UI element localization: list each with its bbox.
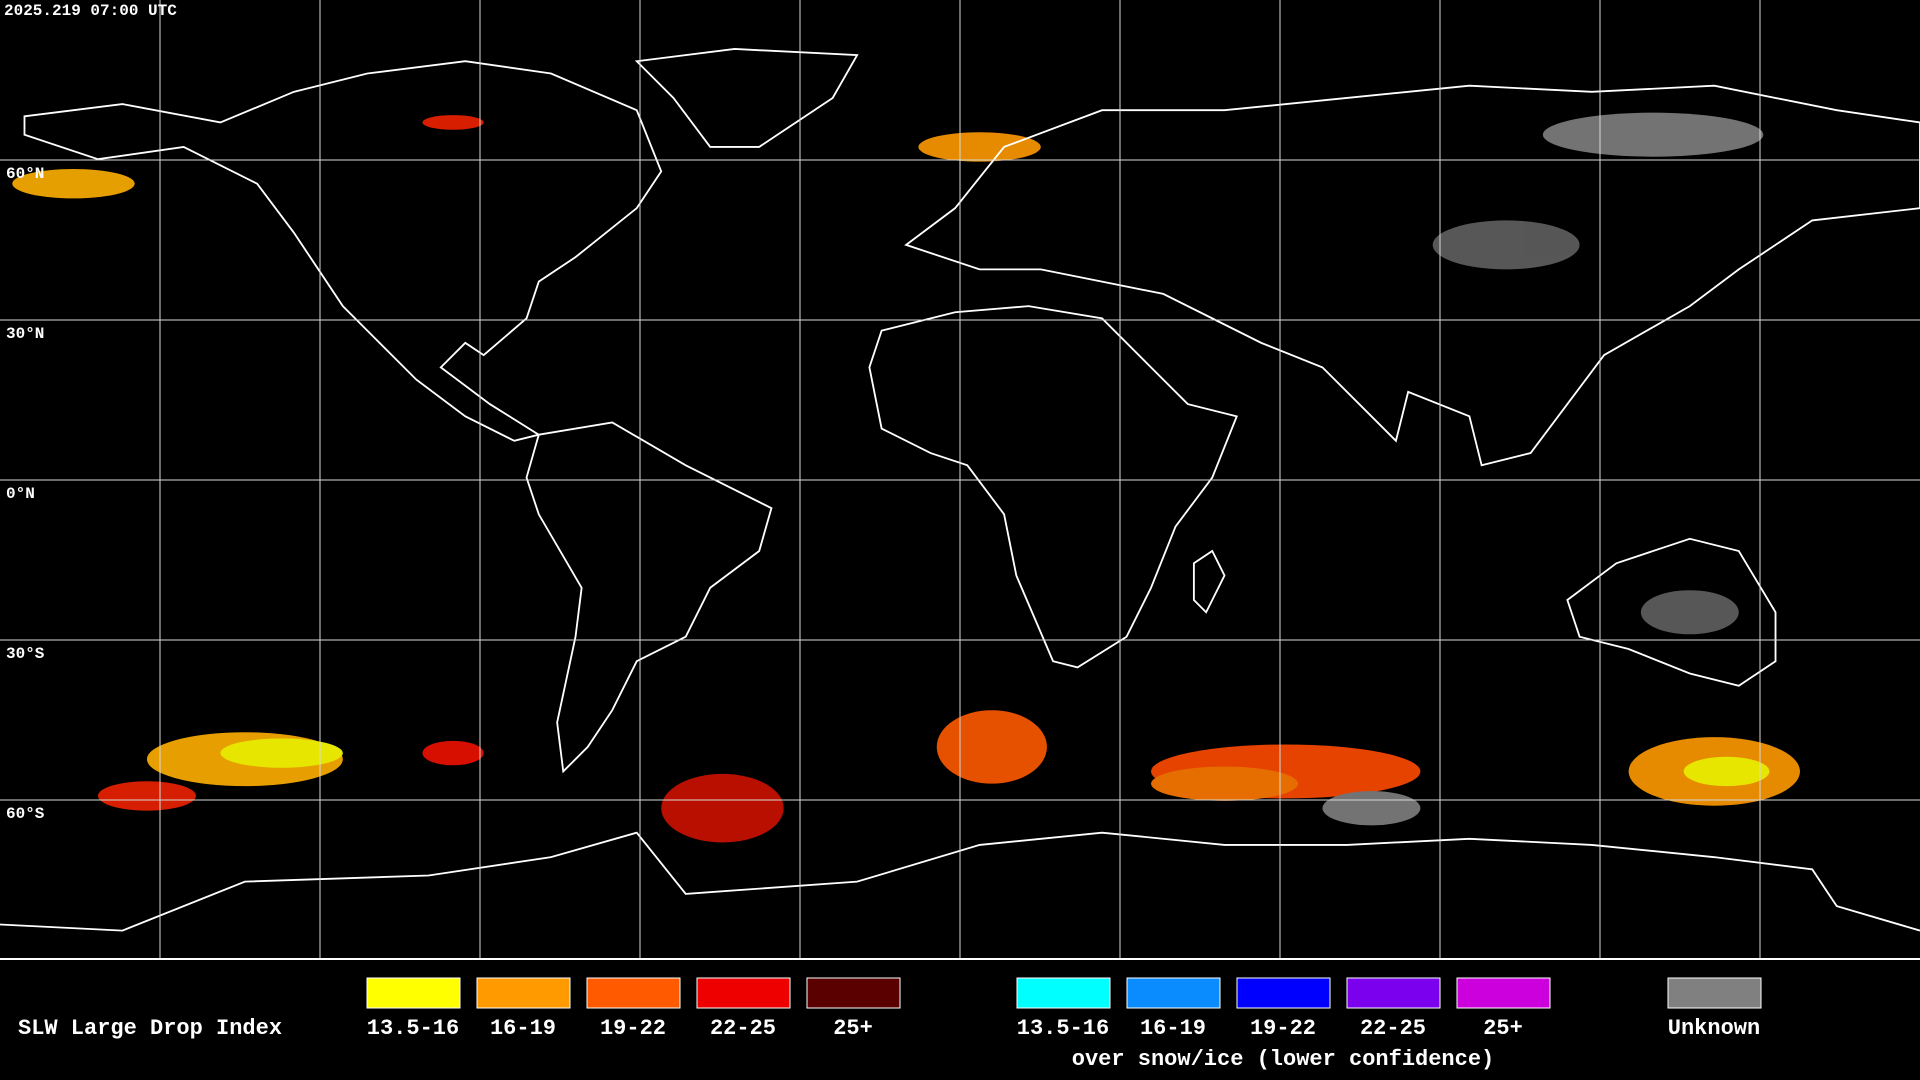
cloud-patches	[12, 112, 1801, 843]
latitude-label: 30°N	[6, 325, 44, 343]
legend-swatch	[1667, 977, 1762, 1009]
legend-swatch	[806, 977, 901, 1009]
snow-ice-caption: over snow/ice (lower confidence)	[1072, 1047, 1494, 1072]
latitude-label: 60°S	[6, 805, 45, 823]
legend-label: 19-22	[600, 1016, 666, 1041]
legend-label: 16-19	[1140, 1016, 1206, 1041]
legend-label: 19-22	[1250, 1016, 1316, 1041]
legend-divider	[0, 958, 1920, 960]
legend-label: 13.5-16	[1017, 1016, 1109, 1041]
legend-label: 25+	[833, 1016, 873, 1041]
legend-swatch	[1236, 977, 1331, 1009]
legend-label: 25+	[1483, 1016, 1523, 1041]
latitude-label: 60°N	[6, 165, 44, 183]
coastlines	[0, 48, 1920, 932]
legend-swatch	[586, 977, 681, 1009]
legend-label: 22-25	[1360, 1016, 1426, 1041]
latitude-label: 30°S	[6, 645, 45, 663]
legend-swatch	[1346, 977, 1441, 1009]
legend-swatch	[1126, 977, 1221, 1009]
legend-swatch	[696, 977, 791, 1009]
legend-swatch	[1016, 977, 1111, 1009]
legend-swatch	[476, 977, 571, 1009]
legend-label: 22-25	[710, 1016, 776, 1041]
graticule	[0, 0, 1920, 958]
legend-label: Unknown	[1668, 1016, 1760, 1041]
latitude-label: 0°N	[6, 485, 35, 503]
legend-swatch	[366, 977, 461, 1009]
legend-swatch	[1456, 977, 1551, 1009]
map-layer	[0, 48, 1920, 932]
timestamp: 2025.219 07:00 UTC	[4, 2, 177, 20]
legend-label: 16-19	[490, 1016, 556, 1041]
legend-label: 13.5-16	[367, 1016, 459, 1041]
legend-title: SLW Large Drop Index	[18, 1016, 282, 1041]
